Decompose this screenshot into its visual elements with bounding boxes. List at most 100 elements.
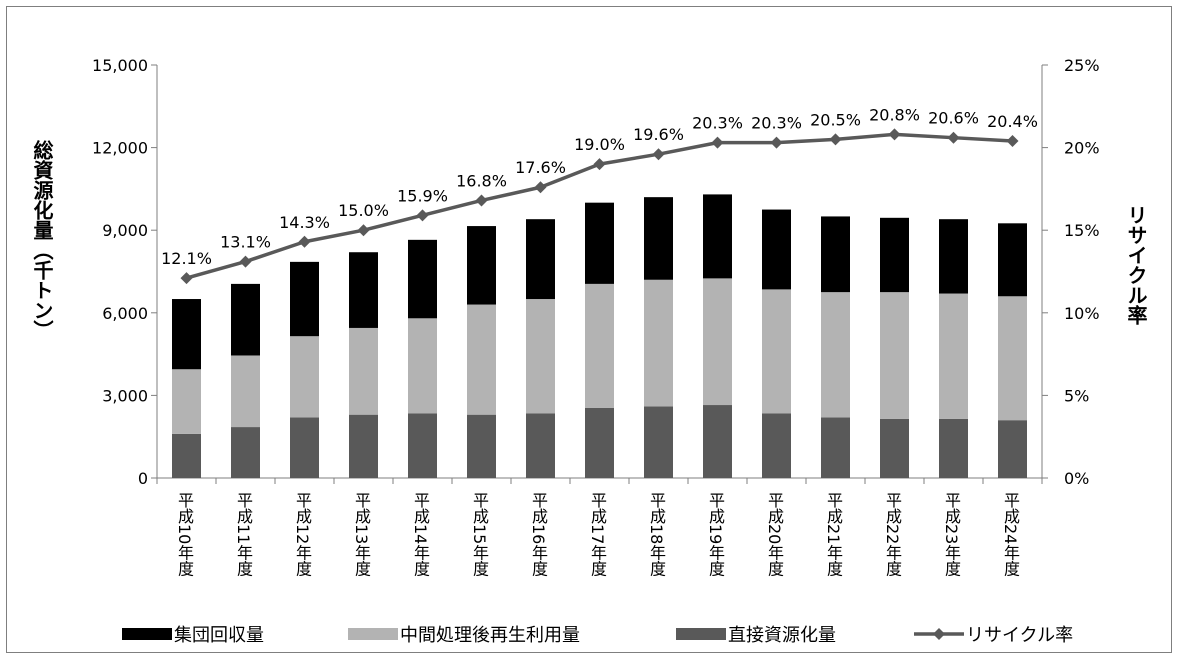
recycle-rate-point <box>475 194 488 207</box>
legend-swatch <box>122 628 172 640</box>
bar-segment <box>467 414 496 478</box>
bar-segment <box>585 283 614 408</box>
recycle-rate-point <box>1006 134 1019 147</box>
legend-label: 直接資源化量 <box>728 625 836 646</box>
bar-segment <box>821 216 850 293</box>
bar-segment <box>703 278 732 406</box>
bar-segment <box>585 407 614 478</box>
bar-segment <box>762 289 791 414</box>
bar-segment <box>349 414 378 478</box>
recycle-rate-point <box>947 131 960 144</box>
y-tick-label: 0 <box>138 469 148 488</box>
data-label: 17.6% <box>515 158 566 177</box>
recycle-rate-point <box>593 158 606 171</box>
y2-tick-label: 15% <box>1064 221 1100 240</box>
bar-segment <box>939 219 968 294</box>
bar-segment <box>644 197 673 280</box>
bar-segment <box>644 279 673 407</box>
bar-segment <box>880 418 909 478</box>
bar-segment <box>231 427 260 478</box>
bar-segment <box>231 283 260 356</box>
data-label: 16.8% <box>456 171 507 190</box>
x-tick-label: 平成18年度 <box>647 492 666 576</box>
bar-segment <box>349 252 378 328</box>
bar-segment <box>998 420 1027 478</box>
data-label: 12.1% <box>161 249 212 268</box>
bar-segment <box>703 405 732 478</box>
bar-segment <box>467 226 496 305</box>
x-tick-label: 平成21年度 <box>824 492 843 576</box>
bar-segment <box>821 292 850 418</box>
bar-segment <box>821 417 850 478</box>
bar-segment <box>290 261 319 337</box>
x-tick-label: 平成14年度 <box>411 492 430 576</box>
y-tick-label: 9,000 <box>102 221 148 240</box>
x-tick-label: 平成12年度 <box>293 492 312 576</box>
data-label: 20.3% <box>692 114 743 133</box>
data-label: 13.1% <box>220 233 271 252</box>
y2-tick-label: 5% <box>1064 386 1089 405</box>
y-tick-label: 3,000 <box>102 386 148 405</box>
bar-segment <box>290 336 319 418</box>
data-label: 20.8% <box>869 105 920 124</box>
x-tick-label: 平成20年度 <box>765 492 784 576</box>
x-tick-label: 平成13年度 <box>352 492 371 576</box>
bar-segment <box>762 209 791 290</box>
bar-segment <box>408 413 437 478</box>
recycle-rate-point <box>239 255 252 268</box>
bar-segment <box>172 433 201 478</box>
chart-frame <box>6 6 1172 653</box>
y2-tick-label: 0% <box>1064 469 1089 488</box>
recycle-rate-point <box>180 272 193 285</box>
data-label: 15.9% <box>397 186 448 205</box>
data-label: 14.3% <box>279 213 330 232</box>
bar-segment <box>526 413 555 478</box>
x-tick-label: 平成16年度 <box>529 492 548 576</box>
recycle-rate-point <box>888 128 901 141</box>
recycle-rate-point <box>711 136 724 149</box>
x-tick-label: 平成23年度 <box>942 492 961 576</box>
bar-segment <box>998 296 1027 421</box>
bar-segment <box>644 406 673 478</box>
recycle-rate-point <box>534 181 547 194</box>
recycle-rate-point <box>416 209 429 222</box>
x-tick-label: 平成10年度 <box>175 492 194 576</box>
y-tick-label: 15,000 <box>92 56 148 75</box>
legend-swatch <box>676 628 726 640</box>
bar-segment <box>939 418 968 478</box>
recycle-rate-point <box>652 148 665 161</box>
bar-segment <box>408 318 437 414</box>
bar-segment <box>939 293 968 419</box>
legend-marker <box>933 628 945 640</box>
x-tick-label: 平成22年度 <box>883 492 902 576</box>
bar-segment <box>231 355 260 428</box>
x-tick-label: 平成17年度 <box>588 492 607 576</box>
recycle-rate-point <box>357 224 370 237</box>
bar-segment <box>526 219 555 300</box>
y-tick-label: 6,000 <box>102 304 148 323</box>
recycle-rate-point <box>298 235 311 248</box>
data-label: 19.6% <box>633 125 684 144</box>
legend-label: 集団回収量 <box>174 625 264 646</box>
y-tick-label: 12,000 <box>92 139 148 158</box>
legend-swatch <box>348 628 398 640</box>
bar-segment <box>467 304 496 415</box>
recycle-rate-point <box>770 136 783 149</box>
data-label: 20.4% <box>987 112 1038 131</box>
data-label: 20.3% <box>751 114 802 133</box>
x-tick-label: 平成19年度 <box>706 492 725 576</box>
bar-segment <box>880 217 909 293</box>
bar-segment <box>349 327 378 415</box>
x-tick-label: 平成15年度 <box>470 492 489 576</box>
y2-tick-label: 10% <box>1064 304 1100 323</box>
y2-tick-label: 20% <box>1064 139 1100 158</box>
bar-segment <box>172 299 201 370</box>
bar-segment <box>998 223 1027 297</box>
bar-segment <box>880 292 909 419</box>
data-label: 15.0% <box>338 201 389 220</box>
x-tick-label: 平成11年度 <box>234 492 253 576</box>
bar-segment <box>703 194 732 279</box>
bar-segment <box>290 417 319 478</box>
legend-label: リサイクル率 <box>966 625 1073 646</box>
